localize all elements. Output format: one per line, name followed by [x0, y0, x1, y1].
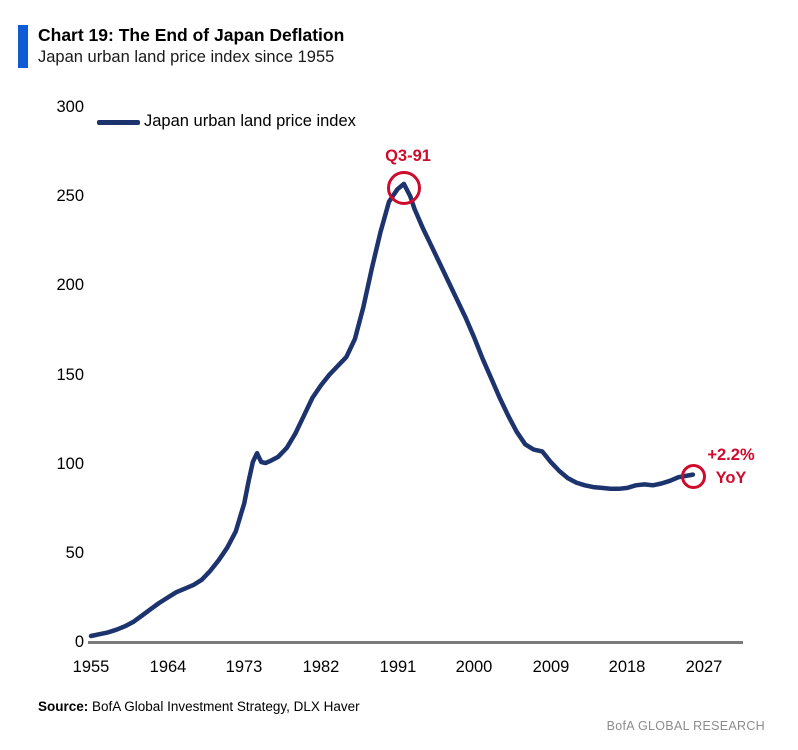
yoy-annotation-label: YoY: [715, 469, 747, 487]
x-axis-tick-label: 2009: [532, 658, 570, 676]
y-axis-tick-label: 250: [56, 187, 84, 205]
y-axis-tick-label: 150: [56, 366, 84, 384]
y-axis-tick-label: 50: [65, 544, 84, 562]
x-axis-tick-label: 2000: [455, 658, 493, 676]
x-axis-tick-label: 1964: [149, 658, 187, 676]
source-label: Source:: [38, 699, 89, 714]
price-index-line: [88, 181, 696, 639]
y-axis-tick-label: 0: [74, 633, 84, 651]
x-axis-tick-label: 1991: [379, 658, 417, 676]
legend-line-swatch: [97, 120, 140, 125]
chart-subtitle: Japan urban land price index since 1955: [38, 48, 335, 66]
legend-label: Japan urban land price index: [144, 112, 356, 130]
x-axis-tick-label: 1973: [225, 658, 263, 676]
chart-title: Chart 19: The End of Japan Deflation: [38, 25, 345, 45]
yoy-annotation-value: +2.2%: [707, 446, 755, 464]
peak-annotation-label: Q3-91: [385, 147, 431, 165]
x-axis-tick-label: 2018: [608, 658, 646, 676]
x-axis-tick-label: 1955: [72, 658, 110, 676]
end-annotation-circle: [681, 464, 706, 489]
peak-annotation-circle: [387, 171, 421, 205]
x-axis-line: [88, 641, 743, 644]
y-axis-tick-label: 200: [56, 276, 84, 294]
source-note: Source: BofA Global Investment Strategy,…: [38, 699, 360, 714]
source-text: BofA Global Investment Strategy, DLX Hav…: [88, 699, 360, 714]
accent-bar: [18, 25, 28, 68]
brand-research-label: BofA GLOBAL RESEARCH: [606, 719, 765, 733]
y-axis-tick-label: 100: [56, 455, 84, 473]
x-axis-tick-label: 1982: [302, 658, 340, 676]
x-axis-tick-label: 2027: [685, 658, 723, 676]
y-axis-tick-label: 300: [56, 98, 84, 116]
